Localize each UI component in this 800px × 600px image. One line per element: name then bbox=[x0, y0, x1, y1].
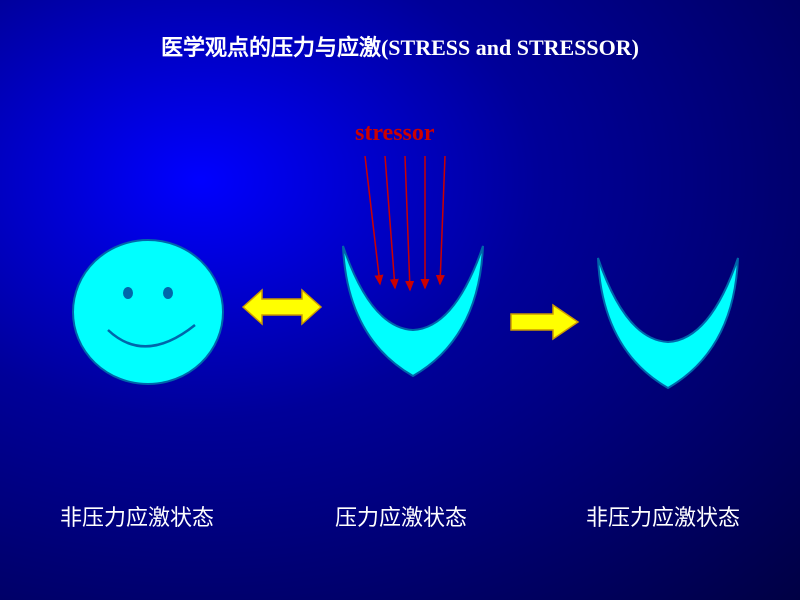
bowl-recovered bbox=[590, 250, 750, 405]
double-arrow-icon bbox=[240, 285, 325, 335]
stressor-label: stressor bbox=[355, 120, 435, 147]
slide-title: 医学观点的压力与应激(STRESS and STRESSOR) bbox=[0, 30, 800, 62]
bowl-stressed bbox=[335, 238, 495, 393]
single-arrow-icon bbox=[508, 300, 583, 350]
smiley-face bbox=[70, 235, 230, 400]
label-left: 非压力应激状态 bbox=[60, 500, 214, 532]
label-right: 非压力应激状态 bbox=[586, 500, 740, 532]
label-middle: 压力应激状态 bbox=[335, 500, 467, 532]
